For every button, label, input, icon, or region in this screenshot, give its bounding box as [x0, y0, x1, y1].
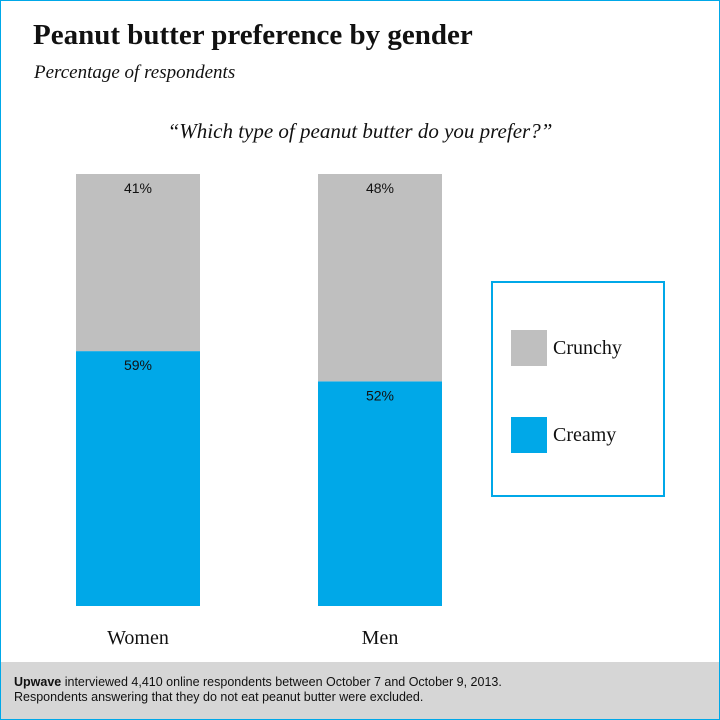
- footer-line-1: Upwave interviewed 4,410 online responde…: [14, 675, 719, 690]
- bar-men-crunchy: [318, 174, 442, 382]
- data-label-men-creamy: 52%: [366, 387, 394, 403]
- legend-item-crunchy: Crunchy: [511, 330, 622, 366]
- footer-note: Upwave interviewed 4,410 online responde…: [1, 662, 719, 719]
- bar-men-creamy: [318, 381, 442, 606]
- survey-question: “Which type of peanut butter do you pref…: [167, 119, 553, 143]
- data-label-men-crunchy: 48%: [366, 180, 394, 196]
- chart-subtitle: Percentage of respondents: [34, 62, 236, 83]
- legend-label-crunchy: Crunchy: [553, 336, 622, 359]
- legend-label-creamy: Creamy: [553, 423, 617, 446]
- bar-chart: 59% 41% Women 52% 48% Men: [76, 174, 442, 649]
- legend-item-creamy: Creamy: [511, 417, 616, 453]
- footer-line-2: Respondents answering that they do not e…: [14, 690, 424, 704]
- data-label-women-creamy: 59%: [124, 357, 152, 373]
- legend: Crunchy Creamy: [491, 281, 665, 497]
- footer-line-1-text: interviewed 4,410 online respondents bet…: [61, 675, 502, 689]
- legend-swatch-crunchy: [511, 330, 547, 366]
- category-label-women: Women: [107, 627, 169, 649]
- category-label-men: Men: [362, 627, 399, 649]
- footer-brand: Upwave: [14, 675, 62, 689]
- data-label-women-crunchy: 41%: [124, 180, 152, 196]
- bar-women-creamy: [76, 351, 200, 606]
- legend-swatch-creamy: [511, 417, 547, 453]
- chart-title: Peanut butter preference by gender: [33, 19, 473, 51]
- bar-women-crunchy: [76, 174, 200, 352]
